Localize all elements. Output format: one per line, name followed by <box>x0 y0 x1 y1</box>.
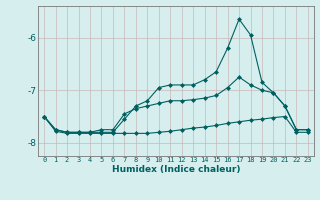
X-axis label: Humidex (Indice chaleur): Humidex (Indice chaleur) <box>112 165 240 174</box>
